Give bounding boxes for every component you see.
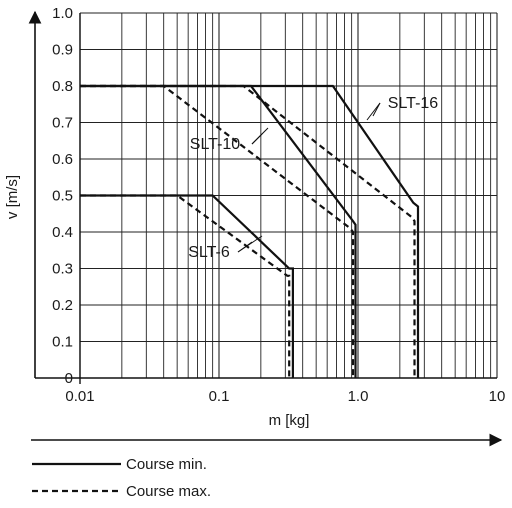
leader-line <box>251 133 263 145</box>
grid <box>79 12 498 379</box>
y-tick-label: 0.3 <box>52 261 73 278</box>
x-tick-label: 0.01 <box>65 388 94 405</box>
y-tick-label: 0.7 <box>52 115 73 132</box>
x-tick-label: 1.0 <box>348 388 369 405</box>
x-tick-label: 10 <box>489 388 506 405</box>
y-tick-label: 0.8 <box>52 78 73 95</box>
legend-dashed-label: Course max. <box>126 483 211 500</box>
series-line-slt-16-dashed <box>80 84 416 378</box>
x-axis-title: m [kg] <box>269 412 310 429</box>
label-layer: SLT-6 SLT-10 SLT-16 <box>188 95 438 261</box>
series-line-slt-6-solid <box>80 194 294 378</box>
legend: Course min. Course max. <box>32 456 211 500</box>
y-axis-title: v [m/s] <box>4 175 21 219</box>
y-tick-label: 0.2 <box>52 297 73 314</box>
leader-line <box>366 102 381 121</box>
series-line-slt-16-solid <box>80 84 420 378</box>
series-layer <box>80 84 420 378</box>
axes: 0 0.1 0.2 0.3 0.4 0.5 0.6 0.7 0.8 0.9 1.0 0.01 0.1 1.… <box>28 5 506 447</box>
y-tick-label: 1.0 <box>52 5 73 22</box>
y-tick-label: 0.5 <box>52 188 73 205</box>
series-line-slt-6-dashed <box>80 194 291 378</box>
series-label-slt-6: SLT-6 <box>188 244 230 261</box>
series-label-slt-16: SLT-16 <box>388 95 439 112</box>
legend-solid-label: Course min. <box>126 456 207 473</box>
y-tick-label: 0.6 <box>52 151 73 168</box>
x-tick-label: 0.1 <box>209 388 230 405</box>
leader-line <box>372 102 381 117</box>
y-tick-label: 0.4 <box>52 224 73 241</box>
leader-line <box>237 241 253 253</box>
series-label-slt-10: SLT-10 <box>190 136 241 153</box>
y-tick-label: 0 <box>65 370 73 387</box>
y-tick-label: 0.1 <box>52 334 73 351</box>
y-tick-label: 0.9 <box>52 42 73 59</box>
